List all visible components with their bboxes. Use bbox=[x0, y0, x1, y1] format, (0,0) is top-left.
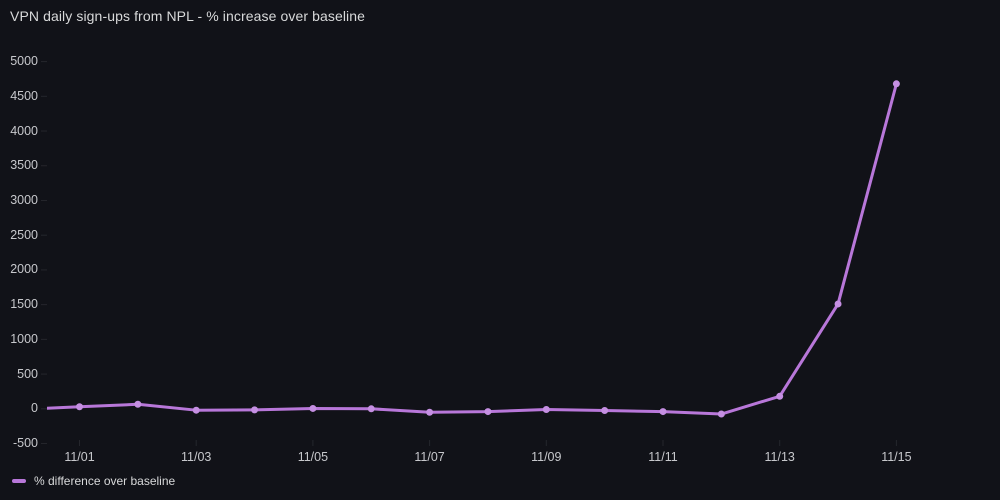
y-axis-tick-label: 4500 bbox=[10, 88, 38, 103]
line-series bbox=[47, 82, 898, 416]
x-axis-tick-label: 11/03 bbox=[181, 450, 212, 464]
y-axis-tick-label: 1000 bbox=[10, 331, 38, 346]
data-point bbox=[776, 392, 784, 400]
y-axis-tick-label: 4000 bbox=[10, 123, 38, 138]
data-point bbox=[251, 406, 259, 414]
data-point bbox=[426, 408, 434, 416]
y-axis-tick-label: 500 bbox=[17, 366, 38, 381]
y-axis-tick-label: 1500 bbox=[10, 297, 38, 312]
y-axis-tick-label: 5000 bbox=[10, 54, 38, 69]
x-axis-tick-label: 11/01 bbox=[64, 450, 95, 464]
data-point bbox=[76, 403, 83, 411]
data-point bbox=[484, 408, 492, 416]
data-point bbox=[892, 80, 900, 88]
x-axis-tick-label: 11/07 bbox=[414, 450, 445, 464]
y-axis-tick-label: 3000 bbox=[10, 192, 38, 207]
data-point bbox=[367, 405, 375, 413]
data-point bbox=[309, 404, 317, 412]
series-group bbox=[47, 80, 900, 418]
data-point bbox=[134, 400, 142, 408]
data-point bbox=[192, 406, 200, 414]
x-axis-tick-label: 11/15 bbox=[881, 450, 912, 464]
data-point bbox=[717, 410, 725, 418]
chart-title: VPN daily sign-ups from NPL - % increase… bbox=[10, 8, 366, 24]
x-axis-tick-label: 11/05 bbox=[297, 450, 329, 464]
data-point bbox=[834, 300, 842, 308]
x-axis-tick-label: 11/11 bbox=[648, 450, 678, 464]
legend-series-label[interactable]: % difference over baseline bbox=[34, 474, 176, 488]
data-point bbox=[542, 405, 550, 413]
x-axis-tick-label: 11/13 bbox=[764, 450, 795, 464]
legend-item[interactable]: % difference over baseline bbox=[12, 473, 175, 489]
y-axis-tick-label: 3500 bbox=[10, 158, 38, 173]
y-axis-tick-label: -500 bbox=[12, 436, 38, 451]
y-axis-tick-label: 0 bbox=[31, 401, 38, 416]
data-point bbox=[601, 407, 609, 415]
y-axis-tick-label: 2500 bbox=[10, 227, 38, 242]
legend-series-marker-icon bbox=[12, 479, 26, 483]
y-axis-tick-label: 2000 bbox=[10, 262, 38, 277]
x-axis-tick-label: 11/09 bbox=[531, 450, 562, 464]
data-point bbox=[659, 408, 667, 416]
